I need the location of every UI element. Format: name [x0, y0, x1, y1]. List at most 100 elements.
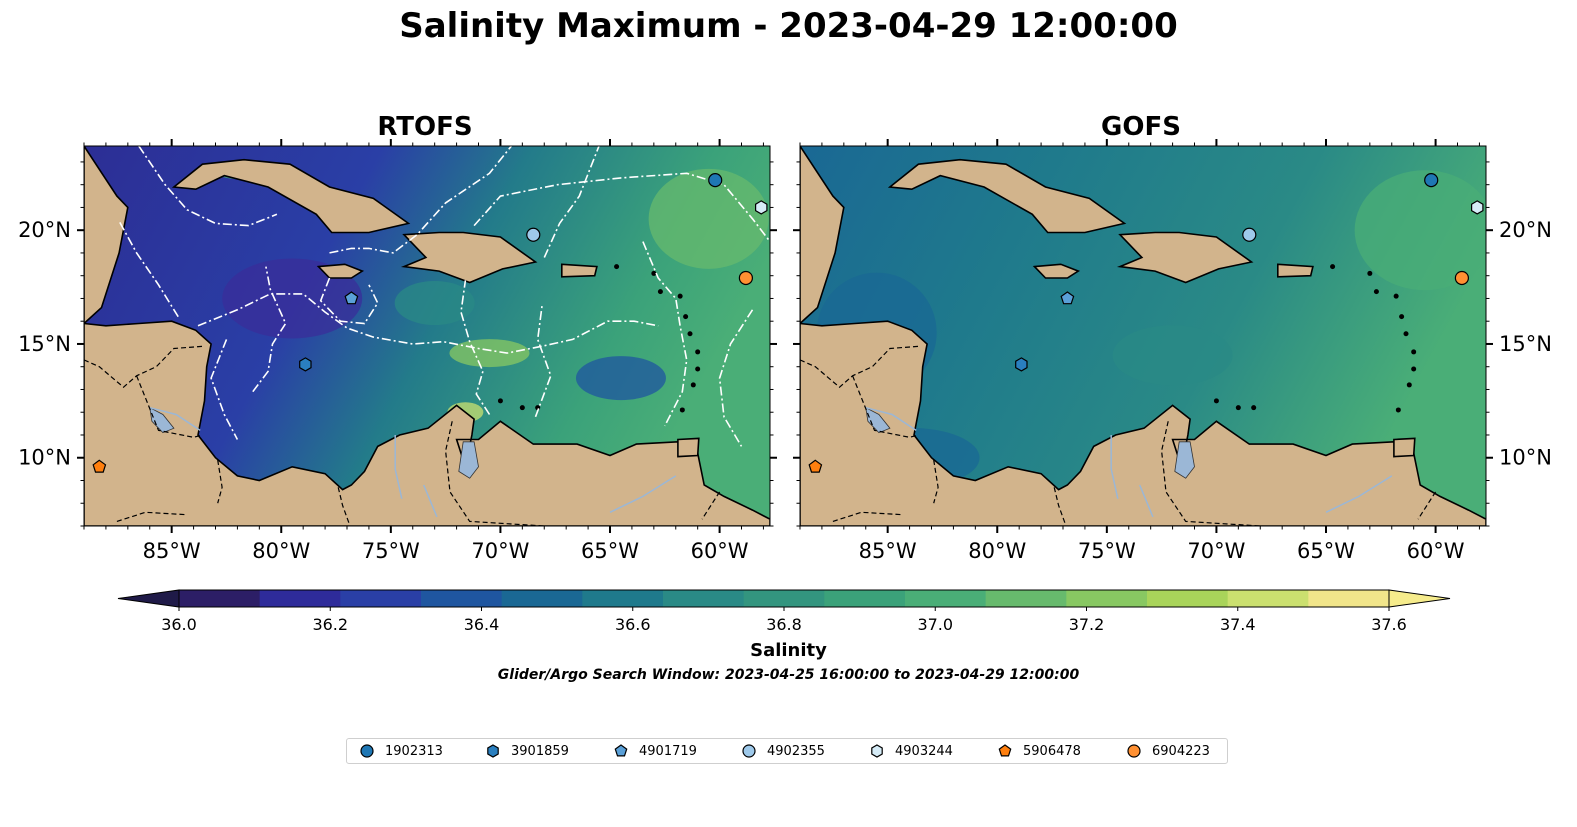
legend-item-3901859: 3901859	[485, 739, 569, 763]
eez-boundary	[138, 146, 278, 227]
land-hispaniola	[400, 231, 538, 284]
colorbar-segment	[905, 590, 987, 607]
legend-marker-4901719	[614, 744, 628, 757]
colorbar-segment	[1308, 590, 1390, 607]
float-marker-1902313	[708, 173, 723, 188]
land-central	[84, 320, 770, 526]
lon-tick-label: 70°W	[1187, 539, 1245, 563]
land-cuba	[171, 158, 411, 234]
float-marker-5906478	[92, 459, 107, 473]
eez-boundary	[534, 305, 552, 418]
lon-tick-label: 85°W	[143, 539, 201, 563]
float-marker-1902313	[1424, 173, 1439, 188]
colorbar-segment	[663, 590, 745, 607]
land-puertorico	[1277, 263, 1314, 278]
map-panel-rtofs	[84, 146, 770, 526]
lat-tick-label: 10°N	[18, 446, 71, 470]
legend-item-4902355: 4902355	[741, 739, 825, 763]
land-yucatan	[84, 146, 129, 325]
eez-boundary	[329, 146, 513, 254]
colorbar-tick-label: 37.6	[1371, 615, 1407, 634]
legend-marker-5906478	[998, 744, 1012, 757]
legend-label: 6904223	[1152, 743, 1210, 759]
legend-marker-4903244	[871, 744, 883, 758]
figure-title: Salinity Maximum - 2023-04-29 12:00:00	[399, 6, 1178, 46]
legend-marker	[998, 744, 1012, 757]
float-marker-3901859	[1015, 357, 1028, 372]
legend-item-4903244: 4903244	[869, 739, 953, 763]
lake-nicaragua	[865, 406, 891, 434]
eez-boundary	[197, 293, 659, 354]
legend-label: 5906478	[1023, 743, 1081, 759]
lon-tick-label: 80°W	[968, 539, 1026, 563]
land-jamaica	[316, 263, 365, 279]
lake-nicaragua	[149, 406, 175, 434]
colorbar-segment	[1227, 590, 1309, 607]
float-marker-4903244	[754, 200, 768, 215]
search-window-caption: Glider/Argo Search Window: 2023-04-25 16…	[497, 667, 1080, 683]
lat-tick-label: 15°N	[18, 332, 71, 356]
colorbar: 36.0 36.2 36.4 36.6 36.8 37.0 37.2 37.4 37.6	[117, 589, 1451, 634]
colorbar-tick-label: 36.2	[312, 615, 348, 634]
colorbar-tick-label: 37.0	[917, 615, 953, 634]
lat-tick-label: 10°N	[1499, 446, 1552, 470]
eez-boundary	[460, 280, 491, 415]
eez-boundary	[252, 266, 287, 393]
map-figure: 85°W 80°W 75°W 70°W 65°W 60°W 10°N 15°N 20°N 85°W…	[18, 139, 1552, 563]
float-marker-4901719	[344, 291, 359, 305]
colorbar-segment	[985, 590, 1067, 607]
lon-tick-label: 80°W	[252, 539, 310, 563]
colorbar-segment	[421, 590, 503, 607]
map-frame-gofs	[799, 145, 1487, 527]
lon-tick-label: 75°W	[362, 539, 420, 563]
colorbar-tick-label: 37.2	[1069, 615, 1105, 634]
lon-tick-label: 60°W	[691, 539, 749, 563]
lake-maracaibo	[458, 441, 479, 479]
land-hispaniola	[1116, 231, 1254, 284]
lat-tick-label: 15°N	[1499, 332, 1552, 356]
lon-tick-label: 85°W	[859, 539, 917, 563]
lat-tick-label: 20°N	[1499, 218, 1552, 242]
legend-item-5906478: 5906478	[997, 739, 1081, 763]
panel-title-rtofs: RTOFS	[377, 112, 473, 142]
land-cuba	[887, 158, 1127, 234]
colorbar-tick-label: 37.4	[1220, 615, 1256, 634]
legend-label: 1902313	[385, 743, 443, 759]
colorbar-segment	[743, 590, 825, 607]
legend-marker-1902313	[360, 744, 374, 758]
lon-tick-label: 65°W	[581, 539, 639, 563]
colorbar-segment	[1066, 590, 1148, 607]
eez-boundary	[118, 220, 179, 318]
colorbar-segment	[824, 590, 906, 607]
legend-marker	[871, 744, 883, 758]
colorbar-label: Salinity	[750, 640, 827, 661]
colorbar-segment	[1147, 590, 1229, 607]
legend-label: 3901859	[511, 743, 569, 759]
legend-item-4901719: 4901719	[613, 739, 697, 763]
eez-boundary	[210, 339, 239, 440]
eez-boundary	[543, 146, 600, 258]
eez-boundary	[319, 277, 379, 325]
legend-marker	[614, 744, 628, 757]
colorbar-tick-label: 36.8	[766, 615, 802, 634]
float-marker-4902355	[526, 227, 541, 242]
map-panel-gofs	[800, 146, 1486, 526]
lake-maracaibo	[1174, 441, 1195, 479]
legend-marker-4902355	[742, 744, 756, 758]
colorbar-segment	[582, 590, 664, 607]
lon-tick-label: 75°W	[1078, 539, 1136, 563]
legend-item-1902313: 1902313	[359, 739, 443, 763]
panel-title-gofs: GOFS	[1101, 112, 1181, 142]
legend-label: 4902355	[767, 743, 825, 759]
float-marker-3901859	[299, 357, 312, 372]
legend-marker	[487, 744, 499, 758]
float-legend: 1902313 3901859 4901719 4902355 4903244 59064…	[346, 738, 1228, 764]
land-trinidad	[1393, 437, 1416, 458]
land-trinidad	[677, 437, 700, 458]
legend-marker-3901859	[487, 744, 499, 758]
eez-boundary	[642, 241, 688, 427]
land-yucatan	[800, 146, 845, 325]
colorbar-tick-label: 36.6	[615, 615, 651, 634]
legend-label: 4901719	[639, 743, 697, 759]
legend-marker-6904223	[1127, 744, 1141, 758]
